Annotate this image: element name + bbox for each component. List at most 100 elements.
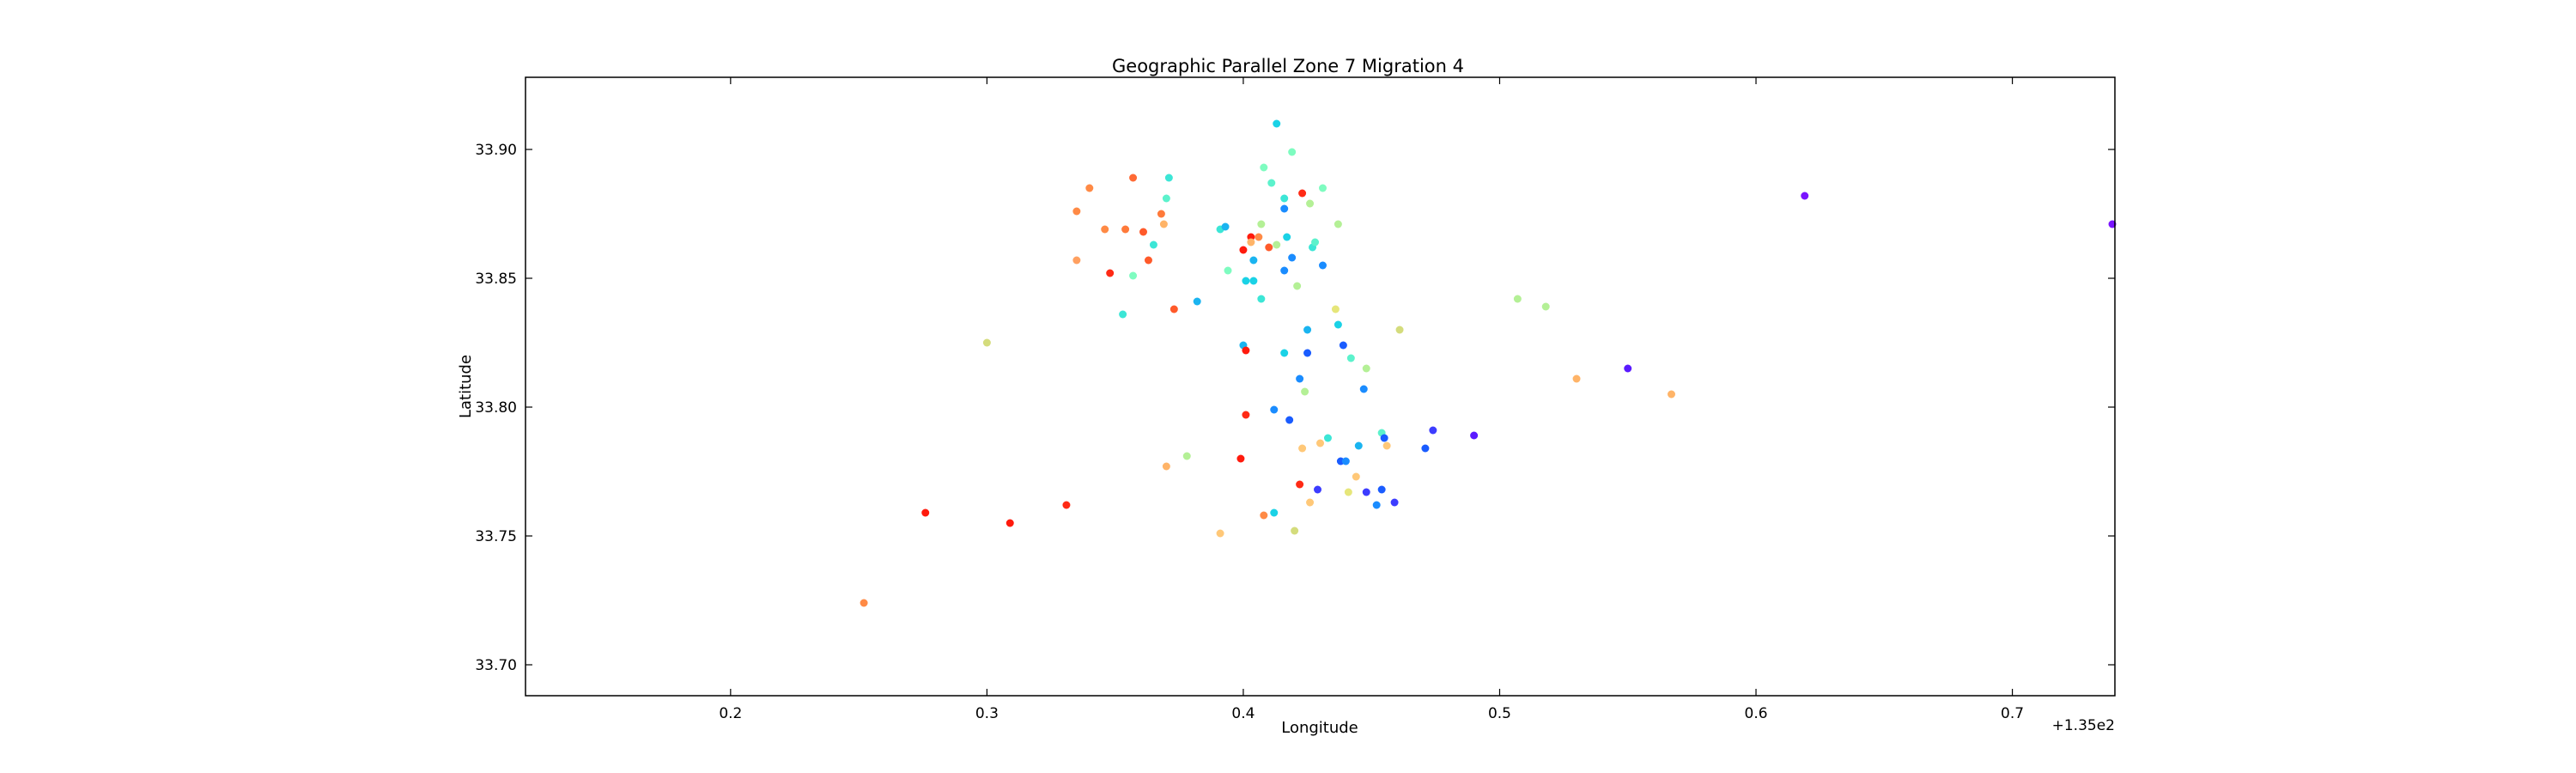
data-point-48 bbox=[1270, 508, 1279, 517]
data-point-2 bbox=[1005, 519, 1014, 527]
plot-frame bbox=[525, 76, 2116, 697]
data-point-59 bbox=[1293, 282, 1302, 290]
data-point-24 bbox=[1193, 297, 1201, 306]
data-point-90 bbox=[1377, 485, 1386, 494]
data-point-33 bbox=[1242, 277, 1250, 285]
data-point-73 bbox=[1318, 184, 1327, 192]
x-tick-label-4: 0.6 bbox=[1745, 705, 1768, 722]
data-point-87 bbox=[1362, 364, 1370, 373]
data-point-39 bbox=[1255, 233, 1263, 241]
data-point-12 bbox=[1129, 173, 1138, 182]
data-point-51 bbox=[1280, 204, 1289, 213]
x-tick-label-2: 0.4 bbox=[1231, 705, 1255, 722]
data-point-76 bbox=[1331, 305, 1340, 313]
data-point-103 bbox=[1668, 390, 1676, 399]
data-point-52 bbox=[1280, 266, 1289, 275]
y-tick-label-1: 33.75 bbox=[475, 528, 517, 545]
data-point-0 bbox=[860, 599, 868, 607]
data-point-23 bbox=[1182, 452, 1191, 460]
x-tick-label-1: 0.3 bbox=[975, 705, 999, 722]
data-point-43 bbox=[1260, 511, 1268, 520]
data-point-8 bbox=[1101, 225, 1109, 234]
chart-title: Geographic Parallel Zone 7 Migration 4 bbox=[1112, 56, 1464, 76]
data-point-102 bbox=[1624, 364, 1632, 373]
data-point-22 bbox=[1162, 462, 1170, 471]
data-point-16 bbox=[1149, 240, 1157, 249]
data-point-19 bbox=[1162, 194, 1170, 203]
data-point-15 bbox=[1144, 256, 1152, 265]
data-point-41 bbox=[1257, 220, 1266, 228]
data-point-46 bbox=[1270, 405, 1279, 414]
data-point-9 bbox=[1106, 269, 1115, 277]
data-point-50 bbox=[1280, 194, 1289, 203]
data-point-7 bbox=[1085, 184, 1094, 192]
data-point-55 bbox=[1285, 416, 1294, 424]
data-point-64 bbox=[1301, 387, 1309, 396]
x-axis: 0.2 0.3 0.4 0.5 0.6 0.7 bbox=[719, 77, 2024, 722]
data-point-29 bbox=[1236, 454, 1245, 463]
data-point-85 bbox=[1354, 441, 1363, 450]
x-tick-label-0: 0.2 bbox=[719, 705, 742, 722]
data-point-14 bbox=[1139, 228, 1148, 236]
data-point-56 bbox=[1288, 148, 1297, 156]
data-point-66 bbox=[1303, 349, 1312, 357]
y-tick-label-3: 33.85 bbox=[475, 271, 517, 288]
data-point-27 bbox=[1224, 266, 1232, 275]
data-point-75 bbox=[1323, 434, 1332, 442]
data-point-94 bbox=[1390, 498, 1399, 507]
data-point-88 bbox=[1362, 488, 1370, 496]
data-point-3 bbox=[1062, 501, 1071, 509]
data-point-26 bbox=[1221, 222, 1230, 231]
data-point-20 bbox=[1164, 173, 1173, 182]
data-point-36 bbox=[1247, 238, 1255, 247]
data-point-74 bbox=[1318, 261, 1327, 270]
x-offset-label: +1.35e2 bbox=[2052, 717, 2115, 734]
data-point-98 bbox=[1470, 431, 1479, 440]
data-point-63 bbox=[1298, 189, 1307, 198]
data-point-70 bbox=[1311, 238, 1320, 247]
data-point-81 bbox=[1341, 457, 1350, 466]
data-point-71 bbox=[1314, 485, 1322, 494]
data-point-95 bbox=[1395, 326, 1404, 334]
y-tick-label-0: 33.70 bbox=[475, 657, 517, 674]
data-point-44 bbox=[1265, 243, 1273, 252]
data-point-57 bbox=[1288, 253, 1297, 262]
data-point-65 bbox=[1303, 326, 1312, 334]
data-point-93 bbox=[1382, 441, 1391, 450]
data-point-53 bbox=[1280, 349, 1289, 357]
data-point-67 bbox=[1306, 199, 1315, 208]
data-point-45 bbox=[1267, 179, 1276, 187]
data-point-60 bbox=[1296, 374, 1304, 383]
data-point-101 bbox=[1572, 374, 1581, 383]
data-point-32 bbox=[1242, 346, 1250, 355]
data-point-28 bbox=[1216, 529, 1224, 538]
data-point-92 bbox=[1380, 434, 1388, 442]
y-tick-label-4: 33.90 bbox=[475, 142, 517, 159]
data-point-42 bbox=[1260, 163, 1268, 172]
data-point-13 bbox=[1129, 271, 1138, 280]
data-point-89 bbox=[1372, 501, 1381, 509]
y-tick-label-2: 33.80 bbox=[475, 399, 517, 417]
data-point-84 bbox=[1352, 472, 1360, 481]
data-point-6 bbox=[1072, 256, 1081, 265]
y-axis-label: Latitude bbox=[457, 355, 475, 418]
data-point-47 bbox=[1273, 119, 1281, 128]
data-point-21 bbox=[1170, 305, 1178, 313]
data-point-18 bbox=[1159, 220, 1168, 228]
data-point-86 bbox=[1359, 385, 1368, 393]
data-point-61 bbox=[1296, 480, 1304, 489]
data-point-1 bbox=[921, 508, 930, 517]
data-point-58 bbox=[1291, 526, 1299, 535]
data-point-83 bbox=[1346, 354, 1355, 362]
data-point-97 bbox=[1429, 426, 1437, 435]
data-point-100 bbox=[1541, 302, 1550, 311]
data-point-5 bbox=[1072, 207, 1081, 216]
data-point-99 bbox=[1513, 295, 1522, 303]
points-layer bbox=[860, 119, 2117, 607]
data-point-54 bbox=[1283, 233, 1291, 241]
data-point-68 bbox=[1306, 498, 1315, 507]
data-point-82 bbox=[1344, 488, 1352, 496]
data-point-40 bbox=[1257, 295, 1266, 303]
x-axis-label: Longitude bbox=[1281, 719, 1358, 737]
